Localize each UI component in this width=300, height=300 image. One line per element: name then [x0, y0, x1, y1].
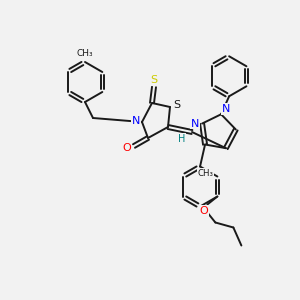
Text: CH₃: CH₃: [77, 49, 93, 58]
Text: O: O: [123, 143, 131, 153]
Text: O: O: [199, 206, 208, 215]
Text: S: S: [173, 100, 181, 110]
Text: H: H: [178, 134, 186, 144]
Text: S: S: [150, 75, 158, 85]
Text: CH₃: CH₃: [197, 169, 213, 178]
Text: N: N: [222, 104, 230, 114]
Text: N: N: [132, 116, 140, 126]
Text: N: N: [191, 118, 199, 128]
